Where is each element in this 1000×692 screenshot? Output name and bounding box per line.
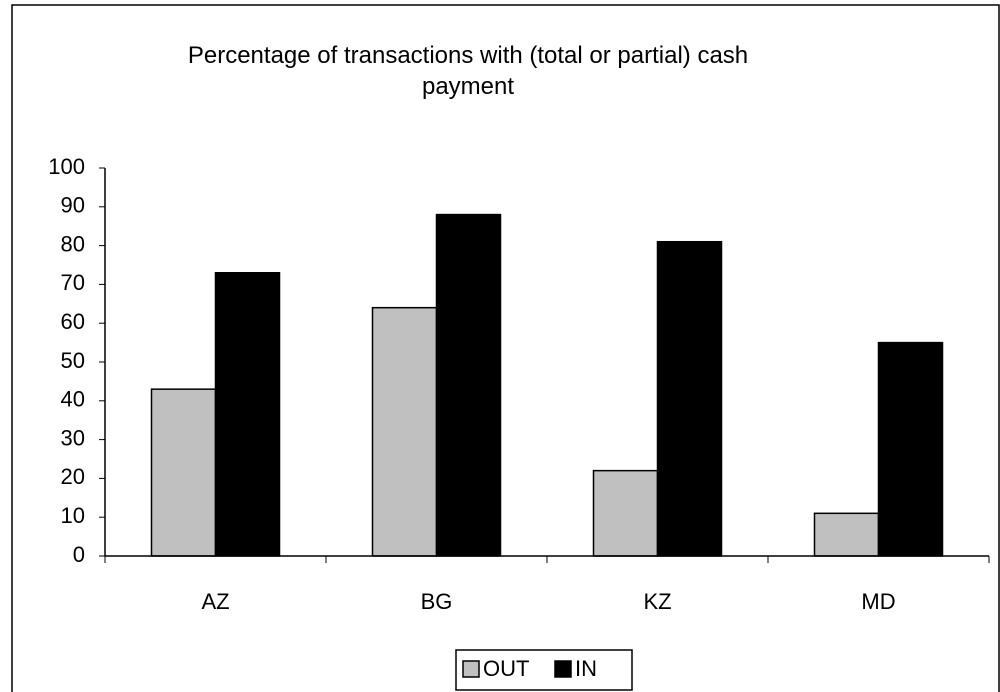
y-tick-label: 20 [61, 464, 85, 489]
legend-label: OUT [483, 656, 529, 681]
chart-title: Percentage of transactions with (total o… [187, 42, 749, 100]
y-tick-label: 30 [61, 425, 85, 450]
y-tick-label: 10 [61, 503, 85, 528]
bar [435, 213, 502, 557]
y-tick-label: 60 [61, 309, 85, 334]
y-tick-label: 90 [61, 193, 85, 218]
bar [877, 341, 944, 557]
y-tick-label: 40 [61, 387, 85, 412]
x-tick-label: KZ [643, 589, 671, 614]
y-tick-label: 100 [48, 154, 85, 179]
y-tick-label: 50 [61, 348, 85, 373]
bar [371, 306, 438, 557]
bar [656, 240, 723, 557]
legend-swatch [554, 660, 572, 678]
y-tick-label: 80 [61, 231, 85, 256]
legend-label: IN [575, 656, 597, 681]
y-tick-label: 0 [73, 542, 85, 567]
y-tick-label: 70 [61, 270, 85, 295]
x-tick-label: MD [861, 589, 895, 614]
legend-box [455, 649, 633, 691]
bar [214, 272, 281, 557]
bar [592, 469, 659, 557]
legend-swatch [462, 660, 480, 678]
x-tick-label: BG [421, 589, 453, 614]
bar [813, 512, 880, 557]
bar [150, 388, 217, 557]
chart-frame [11, 4, 1000, 692]
x-tick-label: AZ [201, 589, 229, 614]
